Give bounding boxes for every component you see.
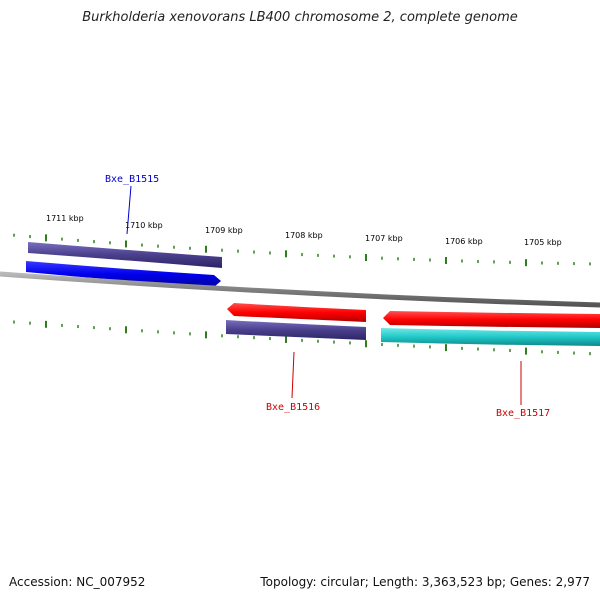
inner-ticks — [13, 320, 591, 356]
accession-text: Accession: NC_007952 — [9, 575, 146, 589]
feature-teal[interactable] — [381, 328, 600, 346]
gene-label-bxe-b1515[interactable]: Bxe_B1515 — [105, 174, 159, 185]
gene-label-bxe-b1516[interactable]: Bxe_B1516 — [266, 402, 320, 413]
kbp-label-1708: 1708 kbp — [285, 231, 323, 240]
feature-navy-lower[interactable] — [226, 320, 366, 340]
kbp-label-1711: 1711 kbp — [46, 214, 84, 223]
map-title: Burkholderia xenovorans LB400 chromosome… — [82, 10, 518, 25]
gene-leader-line-b1515 — [126, 185, 132, 235]
feature-navy-upper[interactable] — [28, 242, 222, 268]
feature-blue-arrow[interactable] — [26, 261, 221, 287]
outer-ticks — [13, 233, 591, 267]
kbp-label-1709: 1709 kbp — [205, 226, 243, 235]
gene-label-bxe-b1517[interactable]: Bxe_B1517 — [496, 408, 550, 419]
kbp-label-1705: 1705 kbp — [524, 238, 562, 247]
feature-red-left[interactable] — [227, 303, 366, 322]
feature-red-right[interactable] — [383, 311, 600, 328]
kbp-label-1710: 1710 kbp — [125, 221, 163, 230]
kbp-label-1706: 1706 kbp — [445, 237, 483, 246]
genome-backbone — [0, 271, 600, 308]
gene-leader-line-b1516 — [291, 351, 295, 399]
kbp-label-1707: 1707 kbp — [365, 234, 403, 243]
genome-summary-text: Topology: circular; Length: 3,363,523 bp… — [260, 575, 590, 589]
